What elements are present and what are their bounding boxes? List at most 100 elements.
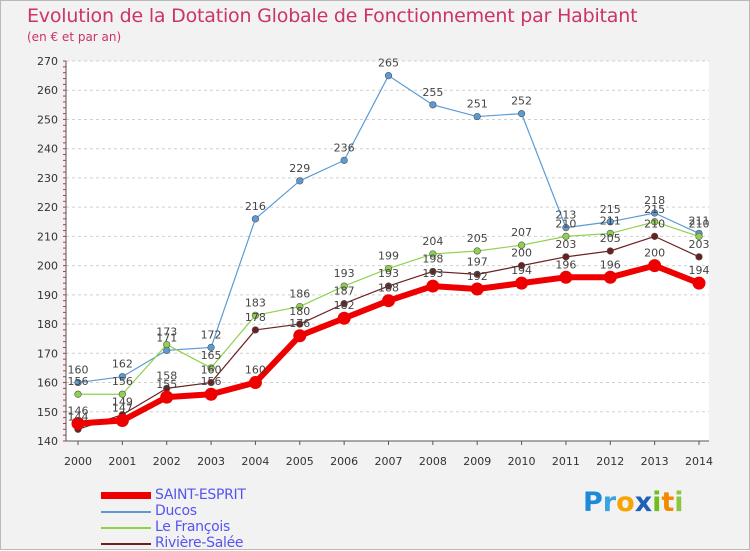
data-label: 213 <box>555 209 576 222</box>
data-point <box>251 326 260 334</box>
x-tick-label: 2009 <box>463 455 491 468</box>
logo-letter: P <box>583 487 603 518</box>
data-point <box>163 340 171 349</box>
x-tick-label: 2003 <box>197 455 225 468</box>
data-point <box>74 378 82 387</box>
data-label: 210 <box>644 217 665 230</box>
data-point <box>384 282 393 290</box>
data-label: 155 <box>156 378 177 391</box>
x-tick-label: 2014 <box>685 455 713 468</box>
data-point <box>562 224 570 232</box>
data-label: 203 <box>555 238 576 251</box>
data-point <box>382 294 395 308</box>
data-label: 186 <box>289 288 310 301</box>
data-label: 199 <box>378 250 399 263</box>
data-label: 196 <box>555 258 576 271</box>
x-tick-label: 2012 <box>596 455 624 468</box>
x-tick-label: 2011 <box>552 455 580 468</box>
chart-subtitle: (en € et par an) <box>27 30 122 44</box>
data-point <box>651 218 659 226</box>
data-label: 171 <box>156 331 177 344</box>
data-label: 146 <box>68 404 89 417</box>
legend-label: Ducos <box>155 503 197 519</box>
y-tick-label: 160 <box>37 377 58 390</box>
y-tick-label: 250 <box>37 113 58 126</box>
data-label: 193 <box>378 267 399 280</box>
data-label: 160 <box>201 364 222 377</box>
data-label: 178 <box>245 311 266 324</box>
data-label: 196 <box>600 258 621 271</box>
x-tick-label: 2006 <box>330 455 358 468</box>
data-point <box>207 343 215 352</box>
data-label: 236 <box>334 141 355 154</box>
data-point <box>562 232 570 240</box>
data-label: 216 <box>245 200 266 213</box>
data-point <box>429 267 437 276</box>
y-tick-label: 240 <box>37 143 58 156</box>
plot-area <box>66 61 709 441</box>
data-label: 265 <box>378 57 399 70</box>
data-label: 218 <box>644 194 665 207</box>
legend-item: Le François <box>101 519 331 535</box>
data-label: 211 <box>689 214 710 227</box>
data-point <box>517 110 526 118</box>
data-point <box>118 390 126 398</box>
data-point <box>293 329 307 343</box>
x-tick-label: 2007 <box>375 455 403 468</box>
data-point <box>160 390 174 404</box>
data-point <box>207 378 215 387</box>
y-tick-label: 200 <box>37 260 58 273</box>
data-label: 200 <box>511 247 532 260</box>
data-point <box>606 218 614 226</box>
data-point <box>251 215 260 223</box>
data-label: 200 <box>644 247 665 260</box>
data-point <box>337 311 351 325</box>
data-point <box>251 311 260 319</box>
data-point <box>429 101 437 109</box>
data-label: 188 <box>378 282 399 295</box>
data-label: 165 <box>201 349 222 362</box>
data-label: 198 <box>422 252 443 265</box>
data-label: 255 <box>422 86 443 99</box>
legend-item: Ducos <box>101 503 331 519</box>
data-point <box>296 177 304 185</box>
data-point <box>296 302 304 311</box>
data-label: 194 <box>511 264 532 277</box>
y-tick-label: 230 <box>37 172 58 185</box>
data-point <box>695 232 703 240</box>
x-tick-label: 2002 <box>153 455 181 468</box>
y-tick-label: 260 <box>37 84 58 97</box>
logo-letter: x <box>634 487 653 518</box>
proxiti-logo: Proxiti <box>583 487 684 518</box>
legend-label: SAINT-ESPRIT <box>155 487 246 503</box>
data-label: 173 <box>156 326 177 339</box>
x-tick-label: 2013 <box>641 455 669 468</box>
data-label: 183 <box>245 296 266 309</box>
legend-swatch <box>101 543 151 545</box>
logo-letter: i <box>652 487 662 518</box>
data-label: 149 <box>112 396 133 409</box>
data-label: 180 <box>289 305 310 318</box>
data-point <box>340 282 348 290</box>
y-tick-label: 170 <box>37 347 58 360</box>
data-point <box>606 229 614 238</box>
legend-label: Le François <box>155 519 231 535</box>
data-label: 193 <box>422 267 443 280</box>
series-le-fran-ois <box>74 218 703 398</box>
data-label: 147 <box>112 402 133 415</box>
data-point <box>429 250 437 258</box>
y-tick-label: 210 <box>37 230 58 243</box>
data-point <box>562 253 570 261</box>
data-point <box>384 72 393 80</box>
chart-title: Evolution de la Dotation Globale de Fonc… <box>27 5 638 27</box>
data-label: 156 <box>112 375 133 388</box>
y-tick-label: 180 <box>37 318 58 331</box>
legend-swatch <box>101 527 151 529</box>
legend-swatch <box>101 511 151 513</box>
y-tick-label: 270 <box>37 55 58 68</box>
data-label: 215 <box>644 203 665 216</box>
x-tick-label: 2000 <box>64 455 92 468</box>
data-point <box>603 270 617 284</box>
data-label: 156 <box>68 375 89 388</box>
